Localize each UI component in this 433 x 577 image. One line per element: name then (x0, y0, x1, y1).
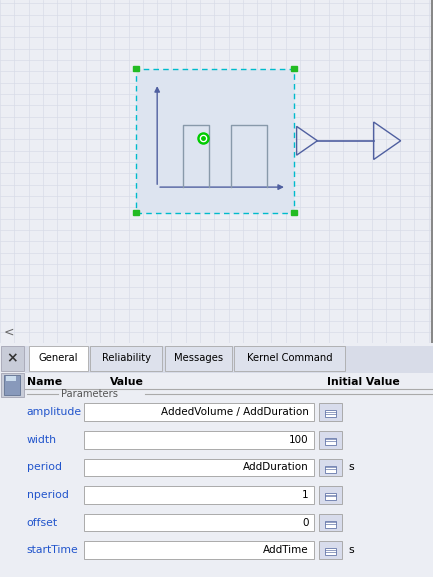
Text: Parameters: Parameters (61, 389, 118, 399)
Text: AddTime: AddTime (263, 545, 309, 555)
Bar (319, 541, 342, 559)
Text: width: width (27, 435, 57, 445)
Text: amplitude: amplitude (27, 407, 82, 417)
Text: AddDuration: AddDuration (243, 462, 309, 473)
Text: period: period (27, 462, 62, 473)
Bar (325, 548, 336, 555)
Bar (133, 66, 139, 71)
Bar (291, 66, 297, 71)
Bar (325, 466, 336, 473)
Bar (325, 520, 336, 528)
Text: Messages: Messages (174, 353, 223, 363)
Text: 100: 100 (289, 435, 309, 445)
Bar (319, 486, 342, 504)
Bar (25, 346, 433, 373)
Text: Reliability: Reliability (102, 353, 151, 363)
Bar (6, 376, 16, 381)
Text: ×: × (7, 352, 18, 366)
Bar (291, 211, 297, 215)
Bar (84, 403, 314, 421)
Text: Value: Value (110, 377, 144, 387)
Text: AddedVolume / AddDuration: AddedVolume / AddDuration (161, 407, 309, 417)
Bar (84, 486, 314, 504)
Text: General: General (39, 353, 78, 363)
Bar (319, 514, 342, 531)
Text: <: < (3, 325, 14, 338)
Bar (319, 459, 342, 476)
Bar (0, 343, 25, 577)
Bar (319, 431, 342, 448)
Bar (325, 410, 336, 417)
Bar (90, 346, 162, 370)
Text: Name: Name (27, 377, 62, 387)
Text: s: s (348, 545, 354, 555)
Text: s: s (348, 462, 354, 473)
Bar (29, 346, 88, 370)
Bar (234, 346, 345, 370)
Bar (84, 431, 314, 448)
Bar (165, 346, 232, 370)
Text: 1: 1 (302, 490, 309, 500)
Text: 0: 0 (302, 518, 309, 527)
Bar (84, 459, 314, 476)
Bar (325, 438, 336, 445)
Bar (325, 493, 336, 500)
Text: Initial Value: Initial Value (327, 377, 400, 387)
Text: Kernel Command: Kernel Command (247, 353, 332, 363)
Bar (84, 514, 314, 531)
Bar (1, 373, 24, 397)
Bar (319, 403, 342, 421)
Text: offset: offset (27, 518, 58, 527)
Bar (136, 69, 294, 213)
Bar (1, 346, 24, 372)
Bar (4, 374, 20, 395)
Bar (84, 541, 314, 559)
Text: nperiod: nperiod (27, 490, 69, 500)
Bar (133, 211, 139, 215)
Text: startTime: startTime (27, 545, 79, 555)
